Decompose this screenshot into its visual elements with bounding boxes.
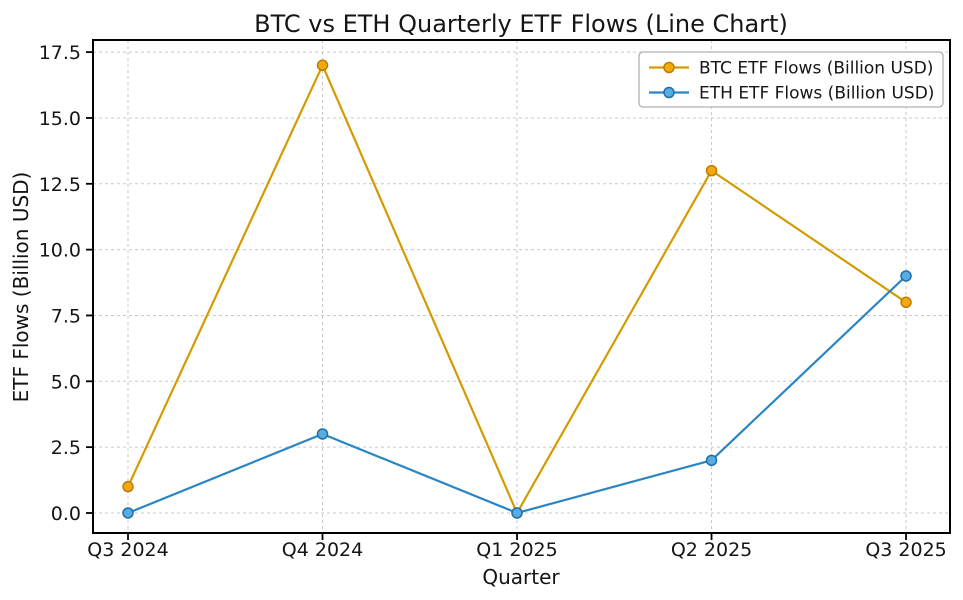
series-0-marker (122, 480, 134, 493)
x-axis-label: Quarter (482, 565, 560, 589)
y-tick-label: 0.0 (51, 503, 81, 525)
x-tick-label: Q1 2025 (476, 539, 557, 561)
series-0-marker (705, 164, 718, 177)
x-tick-label: Q3 2025 (865, 539, 946, 561)
y-axis-label: ETF Flows (Billion USD) (9, 172, 33, 403)
series-1-marker (511, 507, 523, 519)
series-1-marker (705, 454, 718, 467)
x-tick-label: Q3 2024 (87, 539, 168, 561)
y-tick-label: 10.0 (39, 240, 81, 262)
y-tick-label: 17.5 (39, 42, 81, 64)
chart-title: BTC vs ETH Quarterly ETF Flows (Line Cha… (254, 10, 788, 38)
y-tick-label: 12.5 (39, 174, 81, 196)
legend-sample-marker (663, 61, 675, 74)
legend-label: BTC ETF Flows (Billion USD) (699, 59, 933, 79)
series-1-marker (122, 507, 134, 519)
x-tick-label: Q4 2024 (282, 539, 363, 561)
legend-label: ETH ETF Flows (Billion USD) (699, 84, 934, 104)
plot-frame (92, 39, 951, 534)
legend-sample-marker (663, 86, 675, 99)
legend-box (638, 51, 944, 108)
series-0-marker (316, 59, 329, 72)
y-tick-label: 7.5 (51, 305, 81, 327)
series-1-marker (900, 270, 912, 282)
axis-ticks: 0.0 2.5 5.0 7.5 10.0 12.5 15.0 17.5 Q3 2024 Q4 20… (39, 42, 947, 561)
series-0-marker (900, 296, 912, 309)
y-tick-label: 2.5 (51, 437, 81, 459)
series-1-marker (316, 428, 329, 440)
x-tick-label: Q2 2025 (671, 539, 752, 561)
legend: BTC ETF Flows (Billion USD) ETH ETF Flows… (638, 51, 944, 108)
y-tick-label: 5.0 (51, 371, 81, 393)
y-tick-label: 15.0 (39, 108, 81, 130)
series-group (122, 59, 912, 519)
